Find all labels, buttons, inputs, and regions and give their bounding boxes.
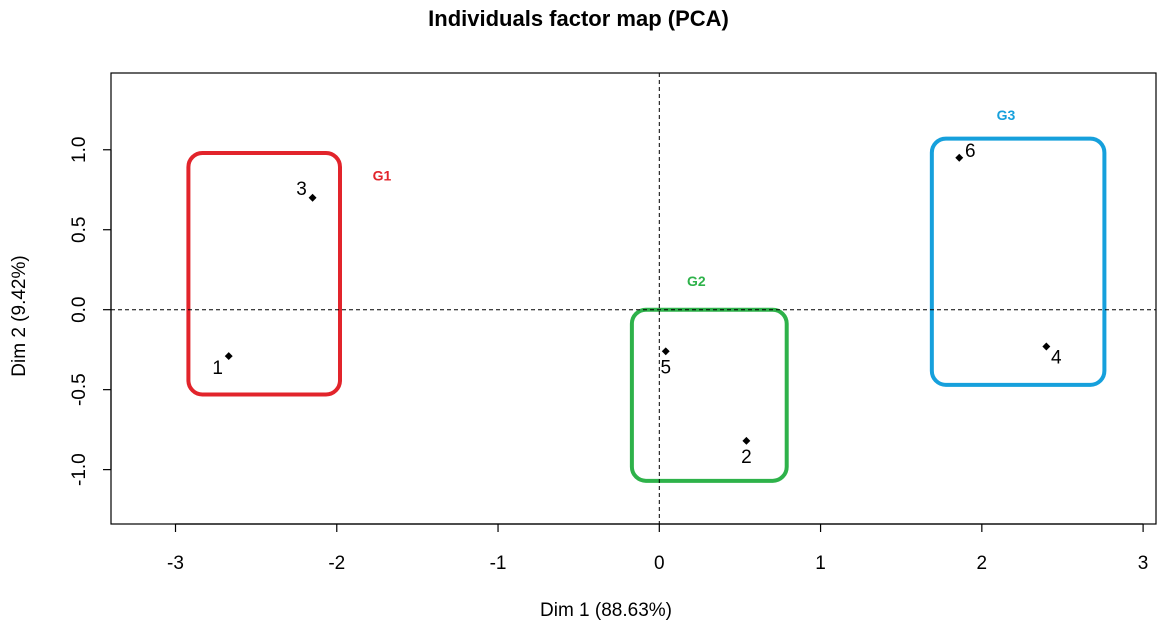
x-tick-label: 0: [654, 553, 665, 574]
axes-layer: -3 -2 -1 0 1 2 3 -1.0 -0.5 0.0 0.5 1.0: [69, 72, 1157, 574]
y-tick-label: 0.0: [69, 296, 90, 322]
group-label-g2: G2: [687, 273, 706, 289]
y-tick-label: 1.0: [69, 137, 90, 163]
point-4: [1042, 342, 1051, 351]
point-5: [661, 347, 670, 356]
point-label-3: 3: [296, 179, 307, 200]
x-tick-label: 2: [977, 553, 988, 574]
x-tick-label: -1: [490, 553, 507, 574]
chart-title: Individuals factor map (PCA): [428, 6, 729, 31]
groups-layer: G1 G2 G3: [186, 107, 1107, 483]
group-box-g2: [629, 307, 789, 483]
point-label-2: 2: [741, 447, 752, 468]
point-2: [742, 436, 751, 445]
point-3: [308, 193, 317, 202]
y-axis-label: Dim 2 (9.42%): [9, 255, 30, 377]
x-tick-label: 3: [1138, 553, 1149, 574]
x-axis-label: Dim 1 (88.63%): [540, 600, 672, 621]
point-6: [955, 153, 964, 162]
y-tick-label: -1.0: [69, 453, 90, 486]
x-tick-label: -2: [328, 553, 345, 574]
group-label-g1: G1: [373, 168, 392, 184]
group-label-g3: G3: [997, 107, 1016, 123]
point-label-1: 1: [212, 358, 223, 379]
point-label-5: 5: [660, 357, 671, 378]
point-label-4: 4: [1051, 347, 1062, 368]
y-tick-label: 0.5: [69, 217, 90, 243]
group-box-g1: [186, 150, 342, 397]
group-box-g3: [929, 136, 1107, 387]
x-tick-label: -3: [167, 553, 184, 574]
point-1: [224, 352, 233, 361]
x-tick-label: 1: [815, 553, 826, 574]
y-tick-label: -0.5: [69, 373, 90, 406]
point-label-6: 6: [965, 141, 976, 162]
